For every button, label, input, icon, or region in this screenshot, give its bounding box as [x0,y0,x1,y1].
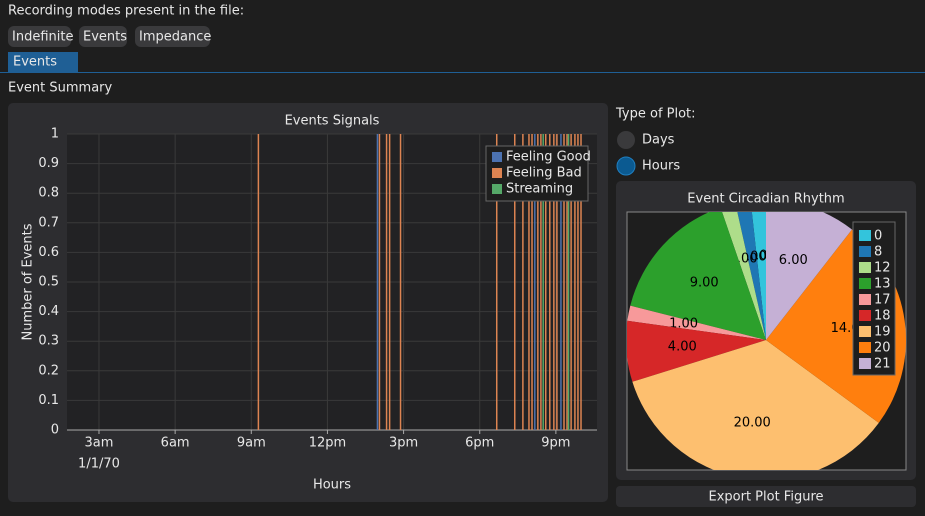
mode-label[interactable]: Events [83,30,127,45]
legend-swatch [492,184,502,194]
mode-pill[interactable] [135,26,210,47]
modes-label: Recording modes present in the file: [8,4,244,19]
legend-swatch [859,262,871,273]
chart-title: Events Signals [285,114,380,129]
legend-swatch [859,358,871,369]
chart-title: Event Circadian Rhythm [687,192,844,207]
mode-pill[interactable] [79,26,127,47]
pie-slice [627,305,766,340]
mode-label[interactable]: Impedance [139,30,211,45]
pie-label: 4.00 [668,339,697,354]
legend-label: 19 [874,325,891,340]
pie-slice [632,340,879,470]
pie-label: 20.00 [734,415,771,430]
x-date-label: 1/1/70 [78,457,120,472]
y-tick-label: 0.2 [38,363,59,378]
legend-label: Feeling Good [506,150,591,165]
x-axis-label: Hours [313,478,351,493]
pie-slice [751,212,766,340]
legend-label: 21 [874,357,891,372]
legend-label: Streaming [506,182,573,197]
x-tick-label: 6am [161,436,190,451]
legend-label: 13 [874,277,891,292]
legend-swatch [859,326,871,337]
y-tick-label: 0.8 [38,186,59,201]
y-tick-label: 0.7 [38,215,59,230]
legend-label: 20 [874,341,891,356]
y-tick-label: 0.3 [38,334,59,349]
x-tick-label: 3pm [389,436,418,451]
legend-swatch [492,168,502,178]
x-tick-label: 9am [237,436,266,451]
legend-swatch [859,278,871,289]
y-tick-label: 0 [51,423,59,438]
legend-swatch [859,310,871,321]
legend-label: 12 [874,261,891,276]
y-tick-label: 0.4 [38,304,59,319]
plot-type-label: Type of Plot: [615,107,696,122]
legend-swatch [859,246,871,257]
radio[interactable] [617,131,635,149]
pie-label: 9.00 [690,276,719,291]
radio-label[interactable]: Days [642,133,675,148]
y-tick-label: 0.5 [38,275,59,290]
legend-label: Feeling Bad [506,166,582,181]
x-tick-label: 9pm [541,436,570,451]
legend-swatch [859,294,871,305]
tab[interactable] [8,52,78,72]
mode-label[interactable]: Indefinite [12,30,73,45]
legend-swatch [492,152,502,162]
export-label[interactable]: Export Plot Figure [708,490,823,505]
pie-slice [627,320,766,382]
mode-pill[interactable] [8,26,71,47]
legend-label: 8 [874,245,882,260]
legend [485,145,589,202]
pie-label: 6.00 [779,253,808,268]
radio-label[interactable]: Hours [642,159,680,174]
pie-slice [630,212,766,340]
y-axis-label: Number of Events [21,223,36,340]
y-tick-label: 0.1 [38,393,59,408]
y-tick-label: 0.6 [38,245,59,260]
legend-label: 18 [874,309,891,324]
x-tick-label: 3am [85,436,114,451]
legend-label: 0 [874,229,882,244]
radio[interactable] [616,156,636,176]
y-tick-label: 0.9 [38,156,59,171]
tab-label[interactable]: Events [13,55,57,70]
x-tick-label: 12pm [309,436,346,451]
legend-swatch [859,230,871,241]
pie-slice [766,212,852,340]
legend-swatch [859,342,871,353]
legend-label: 17 [874,293,891,308]
y-tick-label: 1 [51,127,59,142]
x-tick-label: 6pm [465,436,494,451]
section-title: Event Summary [8,81,113,96]
pie-slice [737,212,766,340]
export-button[interactable] [616,486,916,507]
